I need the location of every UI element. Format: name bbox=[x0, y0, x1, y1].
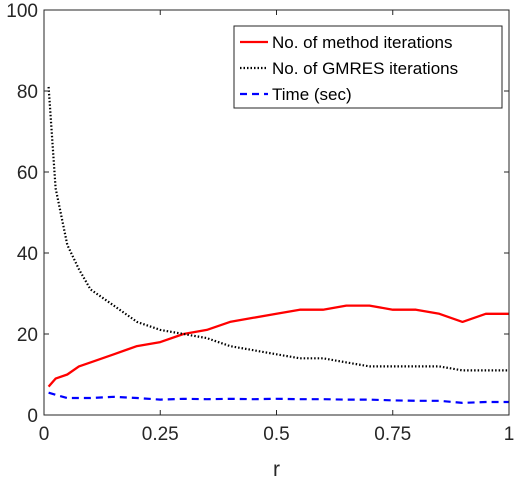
x-tick-label: 0 bbox=[39, 424, 50, 445]
x-tick-label: 1 bbox=[504, 424, 515, 445]
axes-layer: 0 0.25 0.5 0.75 1 0 20 40 60 80 100 bbox=[6, 1, 514, 445]
y-tick-label: 20 bbox=[17, 325, 38, 346]
x-tick-label: 0.75 bbox=[374, 424, 411, 445]
series-line-2 bbox=[47, 86, 509, 372]
y-tick-label: 0 bbox=[27, 406, 38, 427]
x-axis-title: r bbox=[273, 458, 280, 481]
legend-label-2: No. of GMRES iterations bbox=[272, 59, 458, 78]
legend: No. of method iterations No. of GMRES ite… bbox=[233, 25, 503, 109]
y-tick-label: 40 bbox=[17, 244, 38, 265]
series-line-3 bbox=[48, 391, 509, 404]
y-tick-label: 100 bbox=[6, 1, 38, 22]
legend-label-3: Time (sec) bbox=[272, 85, 352, 104]
series-layer bbox=[47, 86, 509, 404]
y-tick-label: 60 bbox=[17, 163, 38, 184]
legend-label-1: No. of method iterations bbox=[272, 33, 452, 52]
series-line-1 bbox=[47, 304, 509, 388]
x-tick-label: 0.25 bbox=[142, 424, 179, 445]
legend-box bbox=[233, 25, 503, 109]
y-tick-label: 80 bbox=[17, 82, 38, 103]
x-tick-label: 0.5 bbox=[263, 424, 289, 445]
